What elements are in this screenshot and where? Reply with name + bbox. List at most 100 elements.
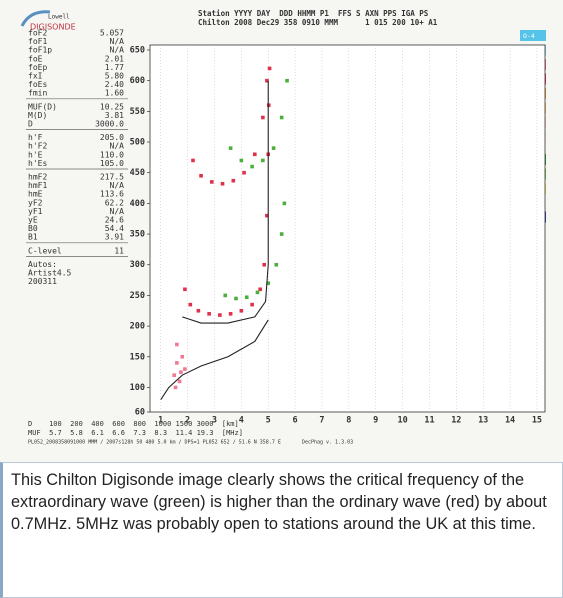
echo-point xyxy=(262,262,267,267)
y-tick-label: 200 xyxy=(130,322,145,332)
param-name: h'F xyxy=(28,133,43,142)
x-tick-label: 7 xyxy=(319,416,324,426)
param-value: 24.6 xyxy=(105,216,124,225)
x-tick-label: 11 xyxy=(424,416,434,426)
echo-point xyxy=(239,158,244,163)
param-value: 11 xyxy=(114,246,124,255)
echo-point xyxy=(188,302,193,307)
param-name: fmin xyxy=(28,89,47,98)
param-value: 10.25 xyxy=(100,102,124,111)
param-value: 2.01 xyxy=(105,54,124,63)
echo-point xyxy=(252,152,257,157)
param-name: fxI xyxy=(28,72,43,81)
echo-point xyxy=(255,290,260,295)
echo-point xyxy=(279,232,284,236)
echo-point xyxy=(234,296,238,301)
param-name: D xyxy=(28,120,33,129)
param-name: B1 xyxy=(28,233,38,242)
echo-point xyxy=(183,367,187,371)
footer-line: PL052_2008358091000 MMM / 2007s128h 50 4… xyxy=(28,440,353,446)
echo-point xyxy=(207,312,211,316)
echo-point xyxy=(274,262,279,267)
y-tick-label: 650 xyxy=(130,46,145,56)
legend-swatch xyxy=(520,30,546,41)
echo-point xyxy=(265,78,269,83)
echo-point xyxy=(258,287,262,292)
param-value: 217.5 xyxy=(100,173,124,182)
note: 200311 xyxy=(28,277,57,286)
echo-point xyxy=(220,181,225,186)
footer-line: MUF 5.7 5.8 6.1 6.6 7.3 8.3 11.4 19.3 [M… xyxy=(28,429,243,437)
param-name: M(D) xyxy=(28,111,47,120)
y-tick-label: 300 xyxy=(130,260,145,270)
param-name: hmF2 xyxy=(28,173,47,182)
legend-label: O-4 xyxy=(523,32,535,40)
y-tick-label: 550 xyxy=(130,107,145,117)
logo-top: Lowell xyxy=(48,14,70,21)
y-tick-label: 100 xyxy=(130,383,145,393)
echo-point xyxy=(239,308,244,313)
param-name: B0 xyxy=(28,224,38,233)
param-name: h'Es xyxy=(28,159,47,168)
x-tick-label: 5 xyxy=(266,416,271,426)
x-tick-label: 12 xyxy=(451,416,461,426)
x-tick-label: 15 xyxy=(532,416,542,426)
y-tick-label: 400 xyxy=(130,199,145,209)
echo-point xyxy=(271,146,276,150)
param-value: 3000.0 xyxy=(95,120,124,129)
x-tick-label: 1 xyxy=(158,416,163,426)
param-value: 54.4 xyxy=(105,224,124,233)
echo-point xyxy=(228,312,233,316)
echo-point xyxy=(183,287,187,292)
echo-point xyxy=(191,158,195,163)
echo-point xyxy=(282,201,287,206)
echo-point xyxy=(285,78,289,83)
y-tick-label: 150 xyxy=(130,352,145,362)
param-name: foE xyxy=(28,54,43,63)
param-value: 5.80 xyxy=(105,72,124,81)
header-line: Station YYYY DAY DDD HHMM P1 FFS S AXN P… xyxy=(198,9,429,18)
x-tick-label: 14 xyxy=(505,416,515,426)
note: Artist4.5 xyxy=(28,269,72,278)
param-value: 205.0 xyxy=(100,133,124,142)
param-value: 62.2 xyxy=(105,198,124,207)
echo-point xyxy=(265,213,269,218)
param-name: foF2 xyxy=(28,29,47,38)
echo-point xyxy=(196,308,201,313)
x-tick-label: 9 xyxy=(373,416,378,426)
x-tick-label: 10 xyxy=(397,416,407,426)
echo-point xyxy=(261,158,265,163)
echo-point xyxy=(266,281,271,285)
y-tick-label: 600 xyxy=(130,76,145,86)
echo-point xyxy=(177,379,182,384)
param-name: h'F2 xyxy=(28,142,47,151)
echo-point xyxy=(228,146,233,150)
echo-point xyxy=(175,361,179,365)
y-tick-label: 450 xyxy=(130,168,145,178)
footer-line: D 100 200 400 600 800 1000 1500 3000 [km… xyxy=(28,420,239,428)
echo-point xyxy=(242,170,246,175)
param-value: 1.77 xyxy=(105,63,124,72)
param-name: foEs xyxy=(28,80,47,89)
param-value: 5.057 xyxy=(100,29,124,38)
param-value: 113.6 xyxy=(100,190,124,199)
param-value: 2.40 xyxy=(105,80,124,89)
param-name: foF1p xyxy=(28,46,52,55)
param-name: hmE xyxy=(28,190,43,199)
echo-point xyxy=(218,313,222,317)
echo-point xyxy=(279,115,284,120)
profile-line xyxy=(182,80,269,324)
logo-arc xyxy=(20,10,51,27)
echo-point xyxy=(175,342,179,347)
param-name: foEp xyxy=(28,63,47,72)
param-value: N/A xyxy=(110,181,125,190)
param-value: 110.0 xyxy=(100,150,124,159)
param-name: yF2 xyxy=(28,198,43,207)
y-tick-label: 500 xyxy=(130,138,145,148)
echo-point xyxy=(244,295,249,300)
x-tick-label: 8 xyxy=(346,416,351,426)
x-tick-label: 2 xyxy=(185,416,190,426)
echo-point xyxy=(250,302,254,307)
echo-point xyxy=(172,373,176,377)
echo-point xyxy=(267,66,272,71)
